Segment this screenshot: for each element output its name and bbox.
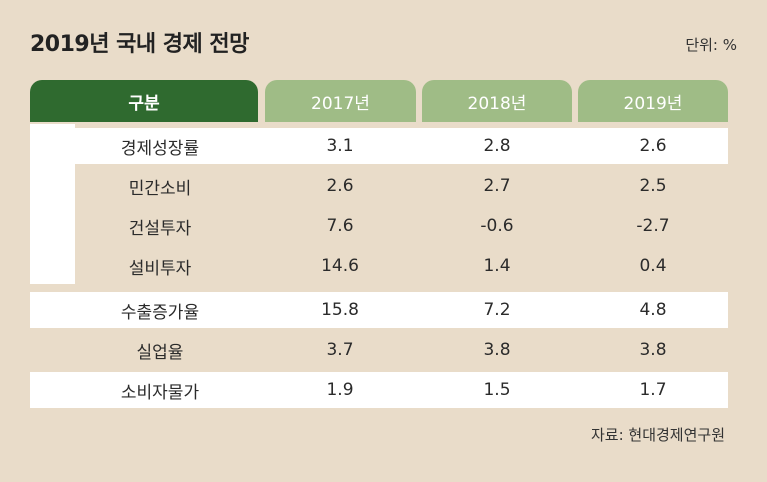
value-cell: 2.6 xyxy=(326,176,354,196)
value-cell: 3.8 xyxy=(639,340,667,360)
value-cell: 0.4 xyxy=(639,256,667,276)
table-row: 실업율 3.7 3.8 3.8 xyxy=(30,332,728,368)
chart-title: 2019년 국내 경제 전망 xyxy=(30,32,249,57)
value-cell: 2.8 xyxy=(483,136,511,156)
value-cell: 7.2 xyxy=(483,300,511,320)
header-year-2018: 2018년 xyxy=(422,80,572,122)
header-category: 구분 xyxy=(30,80,258,122)
value-cell: -0.6 xyxy=(480,216,514,236)
row-label: 민간소비 xyxy=(128,178,192,199)
value-cell: 7.6 xyxy=(326,216,354,236)
source-note: 자료: 현대경제연구원 xyxy=(590,426,725,444)
header-year-2017: 2017년 xyxy=(265,80,416,122)
value-cell: 14.6 xyxy=(321,256,359,276)
value-cell: -2.7 xyxy=(636,216,670,236)
table-row: 민간소비 2.6 2.7 2.5 xyxy=(75,168,728,204)
value-cell: 1.5 xyxy=(483,380,511,400)
value-cell: 4.8 xyxy=(639,300,667,320)
row-label: 수출증가율 xyxy=(120,302,200,323)
table-row: 수출증가율 15.8 7.2 4.8 xyxy=(30,292,728,328)
value-cell: 1.9 xyxy=(326,380,354,400)
table-row: 경제성장률 3.1 2.8 2.6 xyxy=(30,128,728,164)
value-cell: 1.4 xyxy=(483,256,511,276)
row-label: 경제성장률 xyxy=(120,138,200,159)
table-row: 설비투자 14.6 1.4 0.4 xyxy=(75,248,728,284)
header-year-2019: 2019년 xyxy=(578,80,728,122)
value-cell: 2.6 xyxy=(639,136,667,156)
value-cell: 3.8 xyxy=(483,340,511,360)
unit-label: 단위: % xyxy=(685,36,737,54)
value-cell: 3.1 xyxy=(326,136,354,156)
row-label: 실업율 xyxy=(136,342,184,363)
row-label: 건설투자 xyxy=(128,218,192,239)
value-cell: 2.5 xyxy=(639,176,667,196)
row-label: 설비투자 xyxy=(128,258,192,279)
value-cell: 3.7 xyxy=(326,340,354,360)
row-label: 소비자물가 xyxy=(120,382,200,403)
value-cell: 15.8 xyxy=(321,300,359,320)
table-row: 소비자물가 1.9 1.5 1.7 xyxy=(30,372,728,408)
table-row: 건설투자 7.6 -0.6 -2.7 xyxy=(75,208,728,244)
value-cell: 1.7 xyxy=(639,380,667,400)
value-cell: 2.7 xyxy=(483,176,511,196)
